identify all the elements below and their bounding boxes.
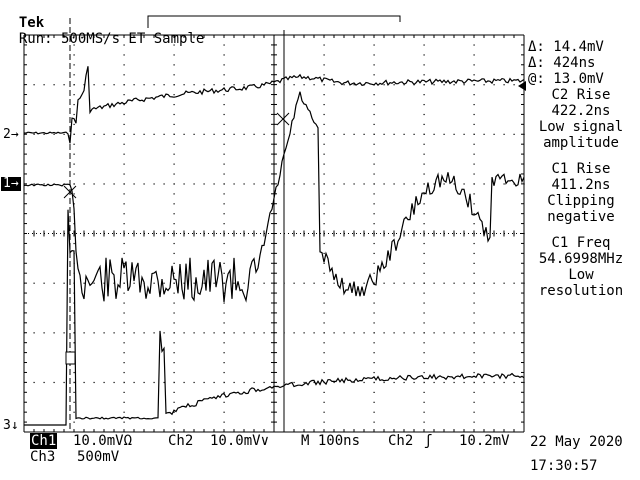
time-display: 17:30:57	[530, 458, 598, 474]
ch2-trace	[23, 66, 525, 144]
ch1-cursor-box	[65, 351, 76, 365]
measurement-3-note-2: resolution	[538, 283, 624, 299]
measurement-2-title: C1 Rise	[551, 161, 611, 177]
ch2-footer-label[interactable]: Ch2	[168, 433, 194, 449]
ch1-footer-label[interactable]: Ch1	[30, 433, 58, 449]
ch1-marker[interactable]: 1→	[1, 176, 21, 191]
measurement-2-value: 411.2ns	[551, 177, 611, 193]
graticule	[23, 34, 525, 433]
ch3-scale: 500mV	[77, 449, 120, 465]
ch3-footer-label[interactable]: Ch3	[30, 449, 56, 465]
trigger-level-arrow-icon	[518, 81, 526, 91]
trigger-position-bracket	[147, 15, 401, 28]
cursor-cross-markers	[63, 112, 290, 199]
measurement-2-note-2: negative	[547, 209, 615, 225]
trigger-slope-icon: ʃ	[424, 433, 433, 449]
trigger-source: Ch2	[388, 433, 414, 449]
measurement-1-title: C2 Rise	[551, 87, 611, 103]
ch2-marker[interactable]: 2→	[3, 127, 19, 142]
ch1-scale: 10.0mVΩ	[73, 433, 133, 449]
cursor-at-voltage: @: 13.0mV	[528, 71, 604, 87]
measurement-2-note: Clipping	[547, 193, 615, 209]
brand-label: Tek	[18, 15, 45, 31]
ch3-marker[interactable]: 3↓	[3, 418, 19, 433]
cursor-delta-time: Δ: 424ns	[528, 55, 596, 71]
measurement-1-note: Low signal	[538, 119, 624, 135]
trigger-level: 10.2mV	[459, 433, 510, 449]
measurement-3-value: 54.6998MHz	[538, 251, 624, 267]
ch3-trace	[24, 209, 525, 426]
measurement-1-value: 422.2ns	[551, 103, 611, 119]
measurement-1-note-2: amplitude	[543, 135, 619, 151]
acquisition-status: Run: 500MS/s ET Sample	[18, 31, 205, 47]
measurement-3-title: C1 Freq	[551, 235, 611, 251]
ch1-trace	[23, 91, 525, 303]
date-display: 22 May 2020	[530, 434, 623, 450]
cursor-delta-voltage: Δ: 14.4mV	[528, 39, 604, 55]
timebase: M 100ns	[301, 433, 361, 449]
measurement-3-note: Low	[568, 267, 594, 283]
ch2-scale: 10.0mV∨	[210, 433, 270, 449]
